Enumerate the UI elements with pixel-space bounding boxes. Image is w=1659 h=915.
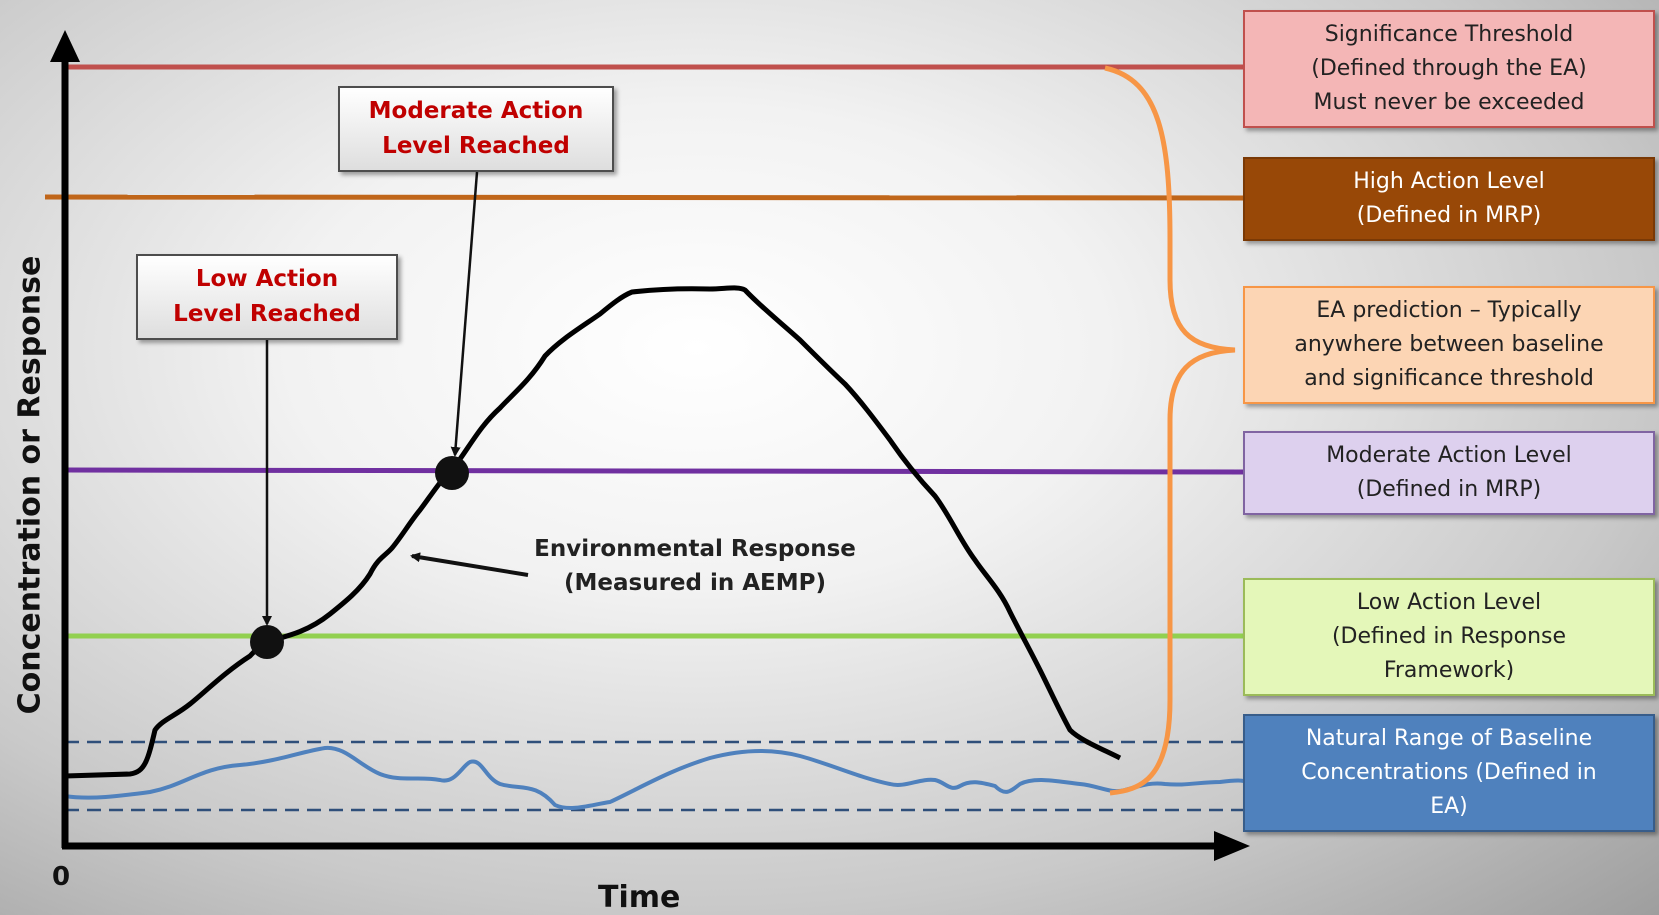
ea-prediction-box: EA prediction – Typically anywhere betwe… <box>1243 286 1655 404</box>
box-line: (Defined in Response <box>1331 624 1567 649</box>
box-line: (Defined through the EA) <box>1311 56 1587 81</box>
environmental-response-label: Environmental Response (Measured in AEMP… <box>520 532 870 600</box>
callout-line: Moderate Action <box>368 98 584 124</box>
box-line: Moderate Action Level <box>1326 443 1572 468</box>
high-action-level-box: High Action Level (Defined in MRP) <box>1243 157 1655 241</box>
box-line: High Action Level <box>1353 169 1545 194</box>
box-line: Significance Threshold <box>1324 22 1574 47</box>
baseline-concentration-curve <box>64 745 1247 810</box>
box-line: anywhere between baseline <box>1294 332 1604 357</box>
annotation-line: (Measured in AEMP) <box>563 570 827 596</box>
callout-line: Level Reached <box>382 133 570 159</box>
box-line: EA) <box>1430 794 1468 819</box>
box-line: Natural Range of Baseline <box>1305 726 1593 751</box>
moderate-action-level-reached-point <box>435 456 469 490</box>
ea-prediction-bracket <box>1104 65 1236 796</box>
high-action-level-line <box>44 194 1246 201</box>
y-axis-label: Concentration or Response <box>12 255 48 715</box>
box-line: (Defined in MRP) <box>1356 203 1542 228</box>
x-axis-arrowhead <box>1214 831 1250 861</box>
low-action-reached-callout: Low Action Level Reached <box>136 254 398 340</box>
box-line: Low Action Level <box>1356 590 1542 615</box>
moderate-action-reached-callout: Moderate Action Level Reached <box>338 86 614 172</box>
box-line: EA prediction – Typically <box>1316 298 1582 323</box>
low-action-level-box: Low Action Level (Defined in Response Fr… <box>1243 578 1655 696</box>
box-line: and significance threshold <box>1304 366 1594 391</box>
significance-threshold-box: Significance Threshold (Defined through … <box>1243 10 1655 128</box>
low-action-level-reached-point <box>250 625 284 659</box>
origin-label: 0 <box>52 862 71 892</box>
environmental-response-arrow <box>410 552 529 577</box>
callout-line: Low Action <box>195 266 339 292</box>
box-line: Concentrations (Defined in <box>1301 760 1597 785</box>
box-line: Must never be exceeded <box>1313 90 1585 115</box>
moderate-action-level-line <box>64 467 1246 475</box>
baseline-range-box: Natural Range of Baseline Concentrations… <box>1243 714 1655 832</box>
callout-line: Level Reached <box>173 301 361 327</box>
box-line: Framework) <box>1383 658 1515 683</box>
x-axis-label: Time <box>598 880 681 915</box>
annotation-line: Environmental Response <box>534 536 856 562</box>
moderate-callout-arrow <box>450 171 479 457</box>
box-line: (Defined in MRP) <box>1356 477 1542 502</box>
moderate-action-level-box: Moderate Action Level (Defined in MRP) <box>1243 431 1655 515</box>
y-axis-arrowhead <box>50 30 80 62</box>
